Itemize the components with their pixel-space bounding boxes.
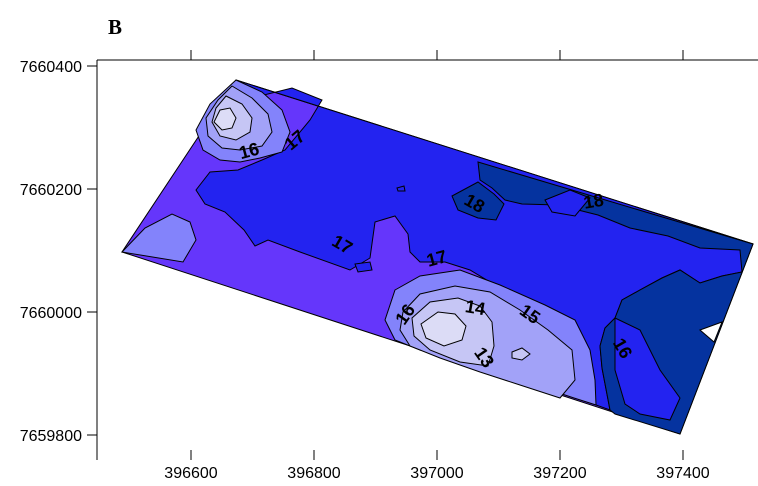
y-tick-label: 7660400 [20,59,82,76]
x-tick-label: 397200 [533,465,586,482]
contour-region-18-sub [544,189,591,217]
axes-frame [96,59,758,460]
panel-label: B [108,15,122,39]
no-data-notch [699,321,723,343]
contour-island-b [396,185,406,192]
contour-region-west-lobe [120,213,197,263]
contour-label: 17 [424,246,449,271]
x-tick-label: 397000 [410,465,463,482]
contour-region-small-low [511,347,531,361]
contour-region-edge-lobe [614,317,681,421]
y-tick-label: 7660200 [20,182,82,199]
x-tick-label: 397400 [656,465,709,482]
contour-fills [120,79,754,435]
contour-label: 16 [237,139,262,164]
contour-island-a [354,261,373,273]
contour-label: 14 [464,296,487,319]
y-tick-label: 7659800 [20,428,82,445]
x-tick-label: 396800 [287,465,340,482]
contour-region-nw-below-13 [213,107,237,131]
contour-region-below-13 [420,311,467,347]
y-ticks: 7659800 7660000 7660200 7660400 [20,59,97,445]
x-ticks: 396600 396800 397000 397200 397400 [164,50,710,482]
contour-region-above-18 [477,161,754,435]
y-tick-label: 7660000 [20,305,82,322]
contour-region-above-18-b [451,181,505,221]
contour-label: 18 [582,190,605,213]
x-tick-label: 396600 [164,465,217,482]
